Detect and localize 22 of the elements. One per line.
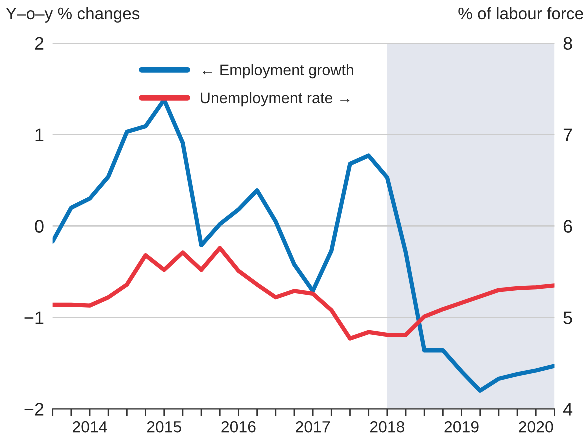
y2-tick-label: 6 bbox=[564, 220, 572, 233]
x-tick-label: 2019 bbox=[444, 421, 479, 433]
y2-tick-label: 5 bbox=[564, 312, 572, 324]
y2-tick-label: 7 bbox=[564, 128, 572, 142]
legend-label: Unemployment rate → bbox=[201, 92, 350, 107]
x-tick-label: 2016 bbox=[222, 421, 256, 433]
y-tick-label: −2 bbox=[24, 403, 44, 416]
x-tick-label: 2020 bbox=[519, 421, 554, 433]
y2-axis-title: % of labour force bbox=[458, 7, 584, 20]
y-tick-label: 2 bbox=[35, 37, 44, 50]
x-tick-label: 2017 bbox=[296, 421, 330, 433]
legend-label: ← Employment growth bbox=[203, 64, 354, 79]
y-tick-label: 0 bbox=[35, 220, 44, 233]
y-tick-label: 1 bbox=[36, 128, 44, 142]
y2-tick-label: 8 bbox=[564, 37, 572, 50]
y-tick-label: −1 bbox=[24, 312, 44, 324]
y-axis-title: Y–o–y % changes bbox=[6, 7, 140, 23]
x-tick-label: 2015 bbox=[147, 421, 182, 433]
y2-tick-label: 4 bbox=[563, 403, 573, 416]
x-tick-label: 2018 bbox=[370, 421, 404, 433]
line-series bbox=[52, 246, 555, 341]
x-tick-label: 2014 bbox=[73, 421, 108, 433]
